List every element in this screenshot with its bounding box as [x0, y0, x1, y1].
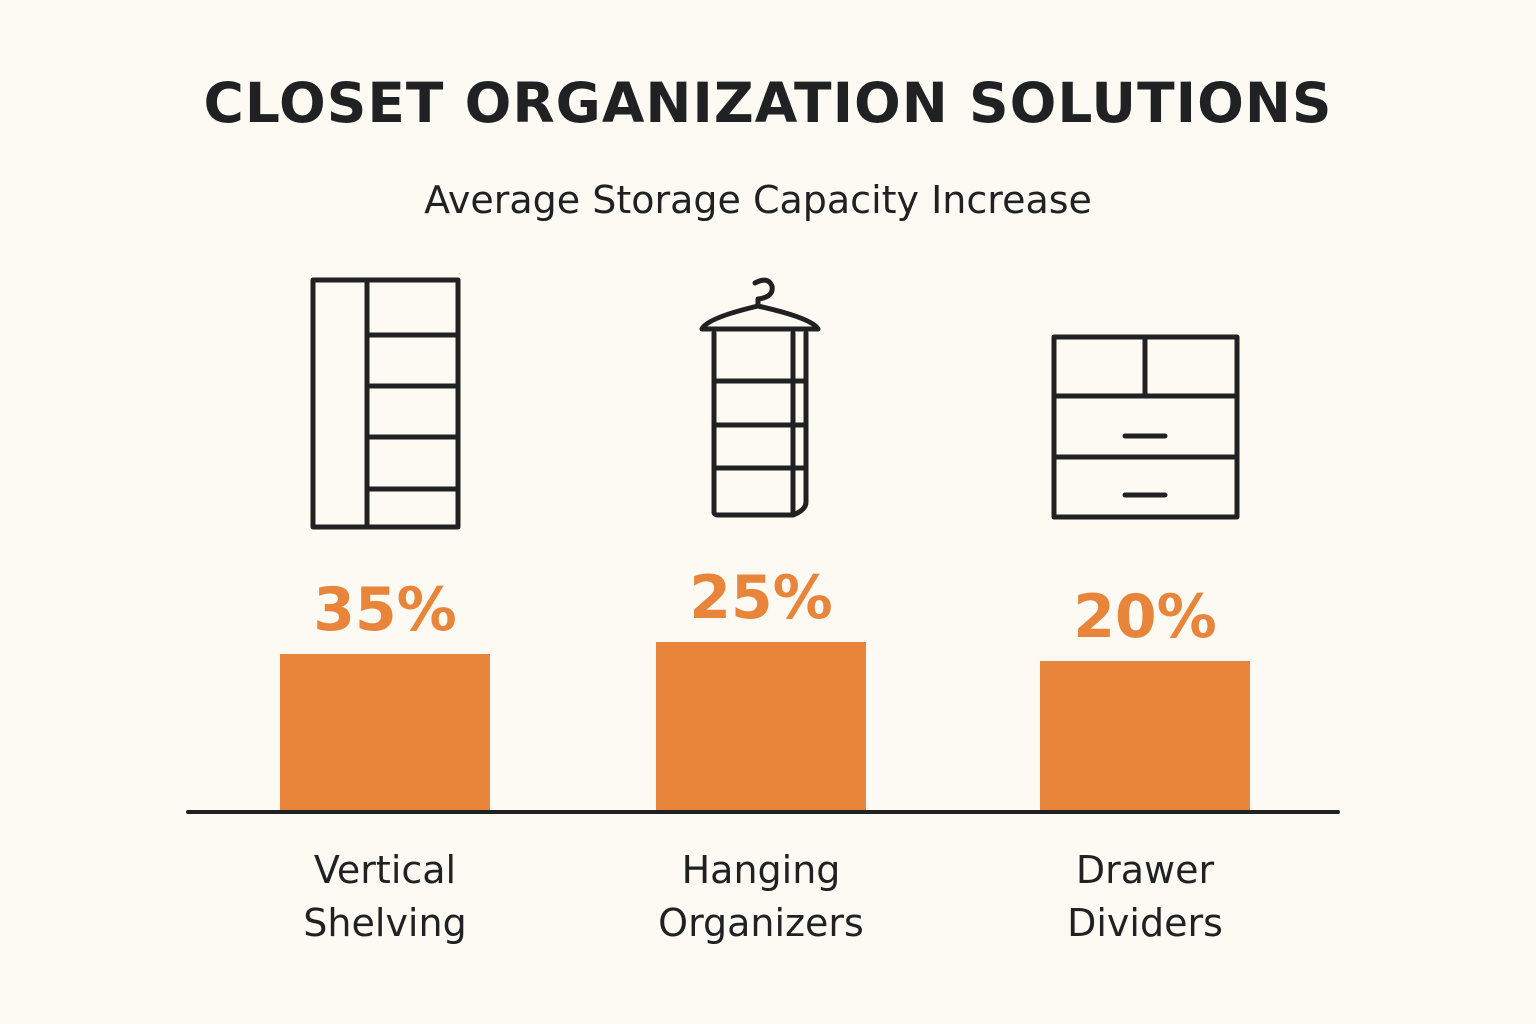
bar-1 [280, 654, 490, 810]
category-label-1-line-1: Vertical [314, 848, 456, 892]
bar-3 [1040, 661, 1250, 810]
category-label-3-line-2: Dividers [1067, 901, 1223, 945]
category-label-2-line-2: Organizers [658, 901, 864, 945]
value-label-1: 35% [313, 575, 457, 645]
category-label-1-line-2: Shelving [303, 901, 466, 945]
drawer-dividers-icon [1051, 334, 1240, 520]
category-label-2-line-1: Hanging [682, 848, 841, 892]
hanging-organizer-icon [699, 277, 821, 518]
category-label-3-line-1: Drawer [1076, 848, 1215, 892]
chart-subtitle: Average Storage Capacity Increase [424, 178, 1092, 222]
value-label-3: 20% [1073, 582, 1217, 652]
bar-2 [656, 642, 866, 810]
vertical-shelving-icon [310, 277, 461, 530]
value-label-2: 25% [689, 563, 833, 633]
chart-title: CLOSET ORGANIZATION SOLUTIONS [203, 71, 1333, 135]
